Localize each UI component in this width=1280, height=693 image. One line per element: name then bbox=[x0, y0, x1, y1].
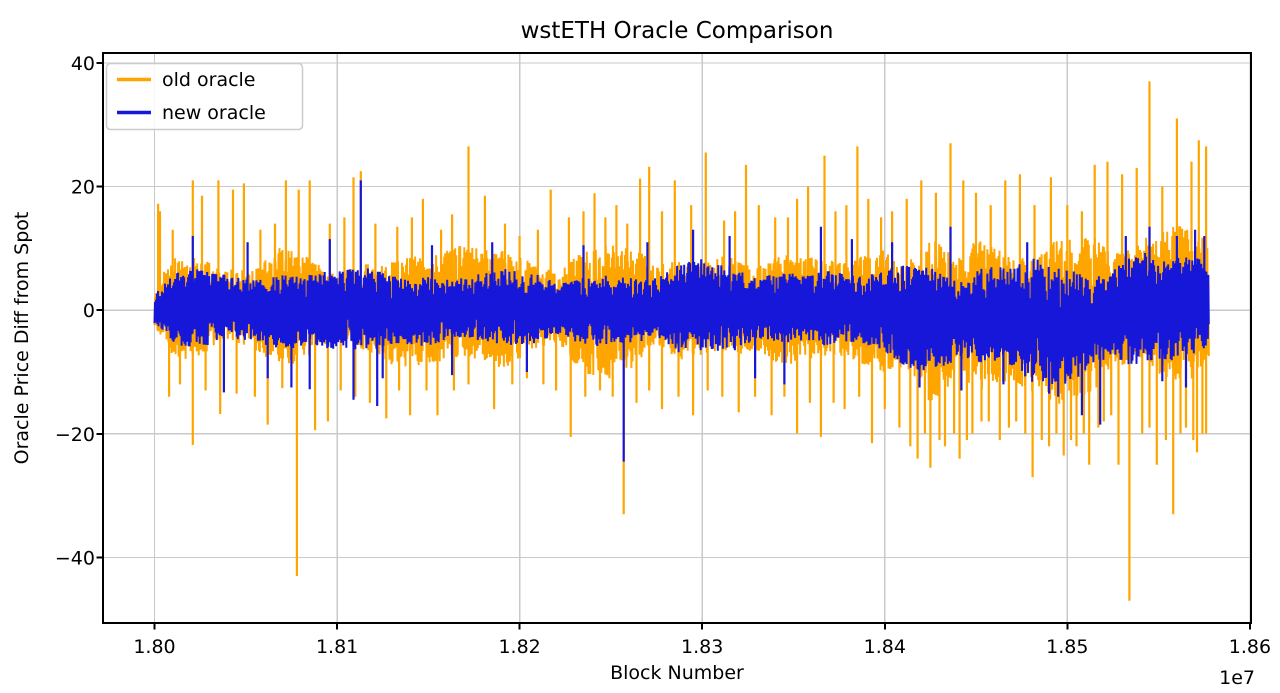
chart-title: wstETH Oracle Comparison bbox=[521, 18, 834, 44]
new-oracle-trace bbox=[153, 252, 1210, 385]
legend: old oracle new oracle bbox=[105, 62, 304, 131]
y-tick-label: −40 bbox=[55, 548, 95, 570]
y-tick-label: 20 bbox=[71, 177, 95, 199]
data-series bbox=[153, 81, 1210, 601]
x-axis-label: Block Number bbox=[610, 662, 744, 684]
x-tick-label: 1.83 bbox=[681, 636, 723, 658]
y-tick-label: −20 bbox=[55, 424, 95, 446]
axis-ticks-and-labels: 1.80 1.81 1.82 1.83 1.84 1.85 1.86 40 20 0 −20 −40 bbox=[55, 53, 1271, 658]
y-tick-label: 0 bbox=[83, 300, 95, 322]
x-tick-label: 1.86 bbox=[1229, 636, 1271, 658]
new-oracle-spikes bbox=[191, 180, 1206, 462]
x-axis-offset-label: 1e7 bbox=[1219, 667, 1255, 689]
x-tick-label: 1.84 bbox=[864, 636, 906, 658]
legend-box bbox=[105, 62, 304, 131]
plot-frame bbox=[102, 52, 1252, 624]
x-tick-label: 1.82 bbox=[498, 636, 540, 658]
legend-label-old-oracle: old oracle bbox=[162, 69, 256, 91]
y-axis-label: Oracle Price Diff from Spot bbox=[11, 212, 33, 465]
y-tick-label: 40 bbox=[71, 53, 95, 75]
x-tick-label: 1.81 bbox=[316, 636, 358, 658]
x-tick-label: 1.80 bbox=[133, 636, 175, 658]
old-oracle-spikes bbox=[157, 81, 1208, 601]
x-tick-label: 1.85 bbox=[1046, 636, 1088, 658]
legend-label-new-oracle: new oracle bbox=[162, 102, 266, 124]
